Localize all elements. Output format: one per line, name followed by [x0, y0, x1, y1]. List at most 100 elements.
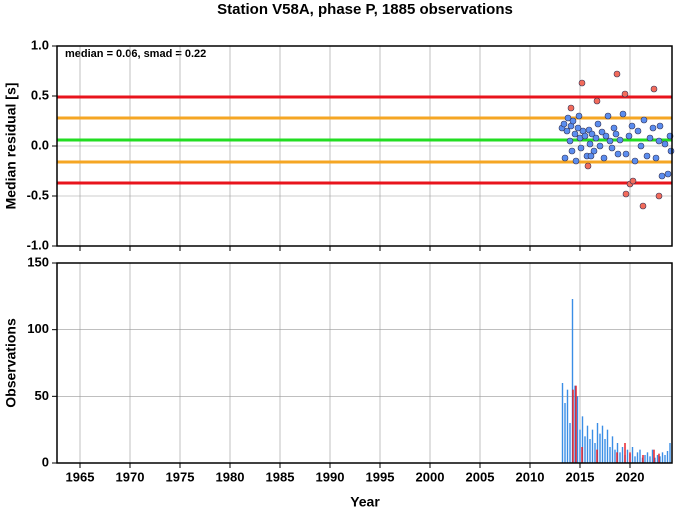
- bar: [575, 385, 577, 463]
- bar: [646, 452, 649, 463]
- bar: [642, 455, 644, 463]
- annotation: median = 0.06, smad = 0.22: [65, 48, 206, 60]
- data-point: [613, 70, 621, 78]
- bar: [614, 449, 616, 463]
- data-point: [606, 137, 614, 145]
- bar: [581, 416, 584, 463]
- data-point: [564, 114, 572, 122]
- data-point: [622, 190, 630, 198]
- bar: [596, 423, 599, 463]
- bar: [639, 449, 641, 463]
- bar: [636, 452, 639, 463]
- y-axis-label: Observations: [3, 318, 19, 408]
- x-tick-label: 1975: [166, 469, 195, 484]
- bar: [599, 433, 601, 463]
- data-point: [560, 120, 568, 128]
- data-point: [572, 157, 580, 165]
- data-point: [567, 104, 575, 112]
- bar: [586, 425, 589, 463]
- bar: [626, 449, 629, 463]
- data-point: [577, 144, 585, 152]
- data-point: [649, 124, 657, 132]
- bar: [621, 447, 624, 463]
- data-point: [637, 142, 645, 150]
- data-point: [655, 192, 663, 200]
- data-point: [594, 120, 602, 128]
- data-point: [634, 127, 642, 135]
- bar: [619, 452, 621, 463]
- bar: [596, 449, 598, 463]
- data-point: [640, 116, 648, 124]
- data-point: [590, 147, 598, 155]
- data-point: [568, 147, 576, 155]
- x-tick-label: 1980: [216, 469, 245, 484]
- bar: [601, 425, 604, 463]
- data-point: [610, 124, 618, 132]
- bar: [609, 447, 611, 463]
- data-point: [574, 124, 582, 132]
- y-tick-label: -0.5: [27, 187, 49, 202]
- bar: [666, 451, 669, 463]
- bar: [629, 452, 631, 463]
- data-point: [656, 122, 664, 130]
- y-tick-label: 1.0: [31, 37, 49, 52]
- data-point: [575, 112, 583, 120]
- data-point: [566, 137, 574, 145]
- data-point: [596, 142, 604, 150]
- bar: [589, 439, 591, 463]
- bar: [644, 455, 646, 463]
- data-point: [569, 117, 577, 125]
- data-point: [650, 85, 658, 93]
- plot-frame: [56, 45, 673, 247]
- data-point: [561, 154, 569, 162]
- y-tick-label: 100: [27, 321, 49, 336]
- y-tick-label: 50: [35, 388, 49, 403]
- bar: [579, 429, 581, 463]
- y-tick-label: 0.5: [31, 87, 49, 102]
- x-tick-label: 2015: [566, 469, 595, 484]
- bar: [591, 429, 594, 463]
- bar: [649, 456, 651, 463]
- bar: [574, 385, 576, 463]
- data-point: [625, 132, 633, 140]
- bar: [653, 449, 655, 463]
- data-point: [602, 132, 610, 140]
- data-point: [619, 110, 627, 118]
- data-point: [655, 137, 663, 145]
- x-tick-label: 2020: [616, 469, 645, 484]
- data-point: [588, 130, 596, 138]
- bar: [604, 439, 606, 463]
- data-point: [646, 134, 654, 142]
- bar: [584, 436, 586, 463]
- data-point: [639, 202, 647, 210]
- x-tick-label: 1985: [266, 469, 295, 484]
- bar: [594, 443, 596, 463]
- data-point: [612, 130, 620, 138]
- bar: [576, 396, 579, 463]
- data-point: [578, 79, 586, 87]
- plot-frame: [56, 262, 673, 464]
- data-point: [598, 128, 606, 136]
- bar: [569, 423, 571, 463]
- x-tick-label: 1970: [116, 469, 145, 484]
- bar: [631, 447, 634, 463]
- data-point: [563, 127, 571, 135]
- x-tick-label: 1965: [66, 469, 95, 484]
- bar: [611, 436, 614, 463]
- bar: [561, 383, 564, 463]
- data-point: [629, 177, 637, 185]
- y-tick-label: 150: [27, 254, 49, 269]
- y-tick-label: 0: [42, 454, 49, 469]
- bar: [572, 389, 574, 463]
- bar: [651, 449, 654, 463]
- data-point: [587, 152, 595, 160]
- bar: [656, 455, 659, 463]
- bar: [616, 452, 618, 463]
- data-point: [667, 147, 675, 155]
- bar: [661, 452, 664, 463]
- data-point: [631, 157, 639, 165]
- bar: [624, 443, 626, 463]
- x-tick-label: 2010: [516, 469, 545, 484]
- bar: [564, 403, 566, 463]
- bar: [571, 299, 574, 463]
